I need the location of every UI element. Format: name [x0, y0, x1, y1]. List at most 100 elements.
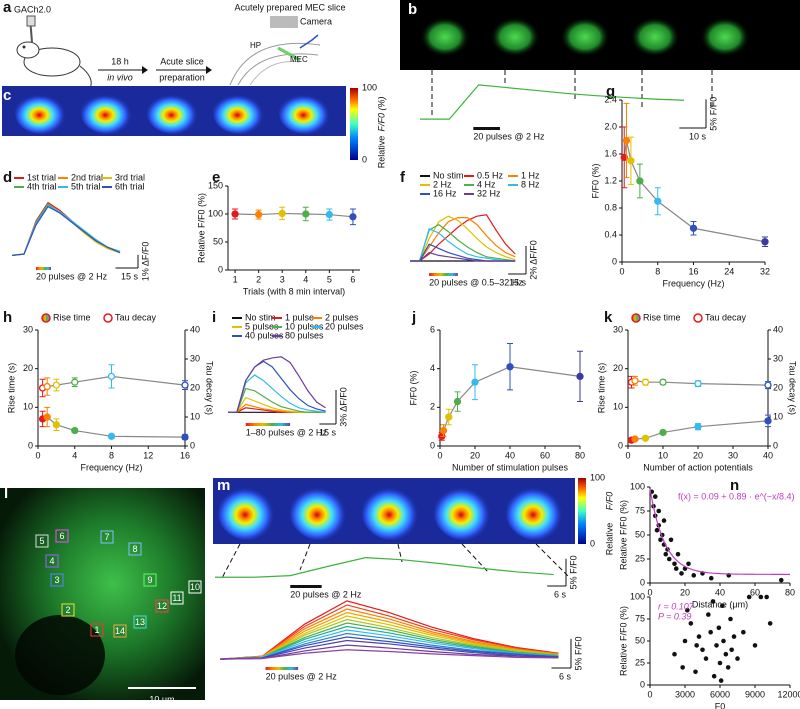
y-tick-label: 0: [28, 440, 33, 450]
roi-label: 6: [59, 531, 64, 541]
y-tick-label: 25: [635, 657, 645, 667]
roi-box: [133, 615, 147, 629]
legend-label: 5 pulses: [245, 321, 279, 331]
legend-label: 2nd trial: [71, 172, 103, 182]
y-axis-label: F/F0 (%): [590, 163, 600, 198]
schematic-label: Acutely prepared MEC slice: [234, 2, 345, 12]
data-point: [325, 210, 334, 219]
x-tick-label: 80: [785, 587, 795, 597]
image-strip-b: [400, 0, 800, 118]
scale-bar-label: 15 s: [319, 427, 337, 437]
y-tick-label: 75: [635, 505, 645, 515]
trace-line: [219, 639, 559, 660]
scale-bar-label: 5% F/F0: [573, 636, 583, 670]
y2-axis-label: Tau decay (s): [788, 361, 798, 415]
legend-label: Rise time: [643, 312, 681, 322]
stimulus-label: 1–80 pulses @ 2 Hz: [246, 427, 328, 437]
legend-marker: [693, 313, 703, 323]
x-tick-label: 3000: [675, 689, 695, 699]
data-point: [761, 238, 769, 246]
data-point: [741, 629, 746, 635]
schematic: [16, 15, 321, 89]
y-tick-label: 0: [640, 679, 645, 689]
y-axis-label: Rise time (s): [596, 363, 606, 414]
legend-label: 5th trial: [71, 181, 101, 191]
y-tick-label: 100: [630, 481, 645, 491]
roi-label: 2: [65, 605, 70, 615]
legend-label: 4th trial: [27, 181, 57, 191]
data-point: [659, 378, 667, 386]
x-axis-label: Trials (with 8 min interval): [243, 286, 345, 296]
panel-letter: n: [730, 477, 739, 494]
data-point: [700, 647, 705, 653]
data-point: [778, 577, 784, 583]
trace-line: [219, 611, 559, 660]
roi-box: [45, 554, 59, 568]
x-tick-label: 4: [303, 274, 308, 284]
legend-label: 2 Hz: [433, 179, 452, 189]
x-tick-label: 40: [505, 450, 515, 460]
data-point: [717, 660, 723, 666]
x-tick-label: 0: [437, 450, 442, 460]
panel-letter: d: [3, 169, 12, 186]
data-point: [656, 508, 662, 514]
data-point: [107, 372, 116, 381]
x-tick-label: 4: [72, 450, 77, 460]
data-point: [641, 434, 650, 442]
y-tick-label: 75: [635, 613, 645, 623]
data-point: [691, 573, 697, 578]
y-tick-label: 150: [208, 180, 223, 190]
x-axis-label: Distance (μm): [692, 599, 748, 609]
trace-line: [219, 625, 559, 660]
y-tick-label: 10: [613, 402, 623, 412]
data-point: [652, 494, 658, 499]
y-tick-label: 0: [640, 577, 645, 587]
data-point: [714, 643, 719, 648]
legend-label: 80 pulses: [285, 330, 324, 340]
scale-bar-label: 10 μm: [149, 694, 174, 704]
y-tick-label: 50: [635, 529, 645, 539]
y-axis-label: Relative F/F0 (%): [196, 193, 206, 263]
colorbar-label: Relative: [376, 136, 386, 169]
scale-bar-label: 2% ΔF/F0: [528, 240, 538, 280]
data-point: [764, 381, 772, 389]
trace-line: [215, 557, 554, 578]
roi-box: [128, 542, 142, 556]
legend-label: 2 pulses: [325, 312, 359, 322]
scale-bar-label: 1% ΔF/F0: [140, 242, 150, 282]
scale-bar-label: 10 s: [689, 131, 707, 141]
y-tick-label: 6: [430, 324, 435, 334]
x-tick-label: 30: [728, 450, 738, 460]
x-axis-label: Number of stimulation pulses: [452, 462, 569, 472]
data-point: [723, 651, 729, 657]
roi-label: 12: [157, 601, 167, 611]
stimulus-label: 20 pulses @ 0.5–32 Hz: [429, 277, 523, 287]
colorbar-tick-label: 100: [590, 472, 605, 482]
x-tick-label: 8: [109, 450, 114, 460]
y2-tick-label: 10: [773, 411, 783, 421]
y2-tick-label: 20: [190, 382, 200, 392]
colorbar-label: Relative: [604, 523, 614, 556]
legend-label: 8 Hz: [521, 179, 540, 189]
trace-line: [219, 615, 559, 660]
data-point: [694, 423, 702, 431]
x-tick-label: 6000: [710, 689, 730, 699]
x-tick-label: 3: [280, 274, 285, 284]
legend-label: Rise time: [53, 312, 91, 322]
data-point: [43, 382, 51, 391]
trace-line: [11, 201, 121, 256]
roi-label: 10: [190, 582, 200, 592]
data-point: [254, 210, 263, 219]
data-point: [576, 372, 584, 381]
roi-box: [143, 573, 157, 587]
roi-label: 11: [172, 593, 181, 603]
stimulus-bar: [290, 585, 322, 588]
legend-label: 20 pulses: [325, 321, 364, 331]
data-point: [663, 551, 669, 557]
trace-line: [219, 618, 559, 660]
x-tick-label: 32: [760, 266, 770, 276]
x-tick-label: 0: [647, 587, 652, 597]
data-point: [622, 136, 631, 145]
data-point: [52, 381, 61, 389]
data-point: [453, 397, 462, 406]
